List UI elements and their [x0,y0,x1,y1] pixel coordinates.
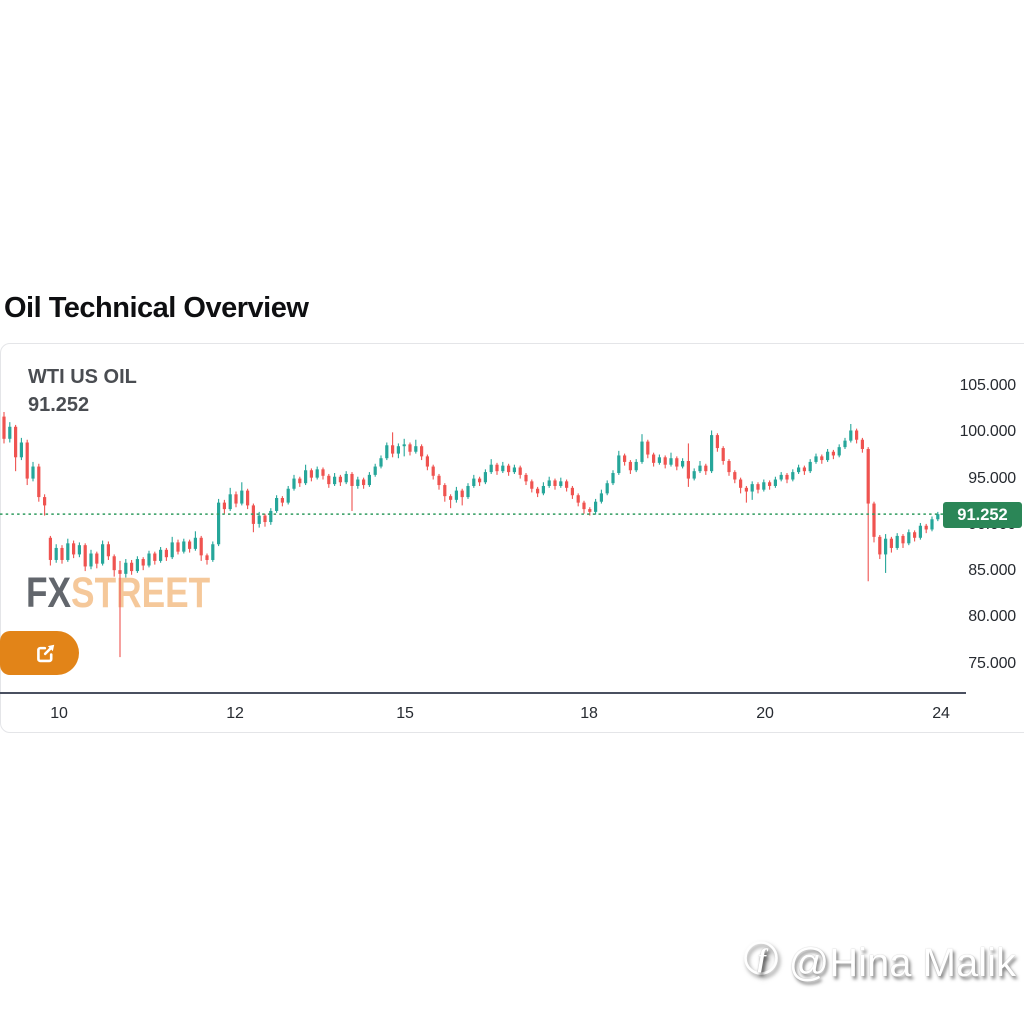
x-axis-label: 18 [580,705,598,722]
y-axis-label: 80.000 [968,608,1016,626]
y-axis-label: 105.000 [959,377,1017,394]
x-axis-label: 20 [756,705,774,722]
y-axis-label: 100.000 [959,423,1017,441]
y-axis-label: 75.000 [968,654,1016,672]
instrument-last-price: 91.252 [28,394,90,416]
fxstreet-watermark-street: STREET [71,569,211,617]
time-axis-line [0,692,966,694]
x-axis-label: 10 [50,705,68,722]
chart-panel [0,343,1024,733]
credit-handle: @Hina Malik [788,940,1016,985]
y-axis-label: 95.000 [968,469,1016,487]
svg-text:f: f [757,944,768,973]
facebook-icon: f [741,938,781,988]
credit-watermark: f @Hina Malik [741,938,1016,988]
x-axis-label: 24 [932,705,950,722]
page-title: Oil Technical Overview [4,292,309,324]
open-external-button[interactable] [0,631,79,675]
fxstreet-watermark-fx: FX [26,569,72,617]
price-badge: 91.252 [943,502,1022,528]
instrument-name: WTI US OIL [28,366,137,388]
fxstreet-watermark: FXSTREET [26,572,210,615]
x-axis-label: 12 [226,705,244,722]
x-axis-label: 15 [396,705,414,722]
y-axis-label: 85.000 [968,562,1016,579]
